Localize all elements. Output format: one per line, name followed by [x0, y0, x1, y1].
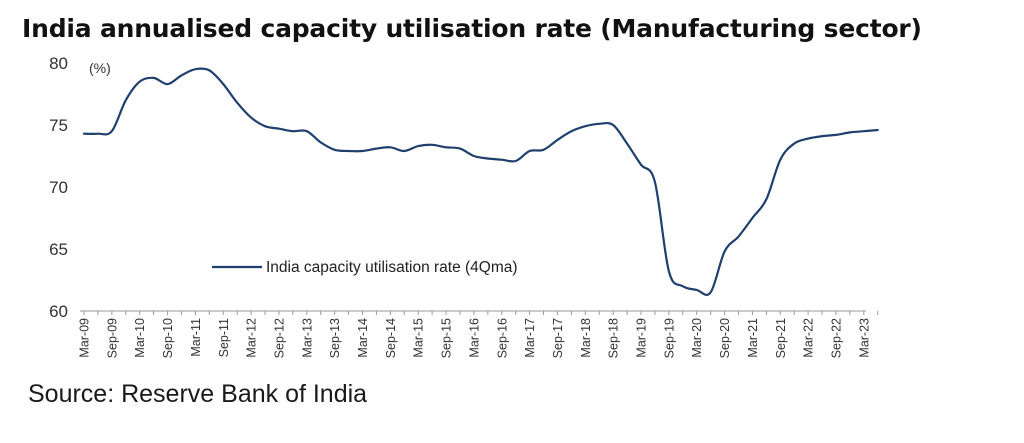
- x-tick-label: Mar-13: [300, 318, 314, 358]
- x-tick-label: Mar-23: [857, 318, 871, 358]
- source-note: Source: Reserve Bank of India: [28, 380, 368, 408]
- x-tick-label: Sep-21: [774, 318, 788, 358]
- x-tick-label: Mar-14: [356, 318, 370, 358]
- x-tick-label: Mar-16: [467, 318, 481, 358]
- y-tick-label: 60: [49, 302, 68, 321]
- y-axis: 60 65 70 75 80: [49, 54, 68, 321]
- x-tick-label: Mar-10: [133, 318, 147, 358]
- x-tick-label: Mar-12: [245, 318, 259, 358]
- x-tick-label: Sep-10: [161, 318, 175, 358]
- legend: India capacity utilisation rate (4Qma): [212, 259, 518, 276]
- x-tick-label: Sep-22: [829, 318, 843, 358]
- x-tick-label: Sep-13: [328, 318, 342, 358]
- series-line: [82, 67, 879, 296]
- x-tick-label: Mar-19: [635, 318, 649, 358]
- x-tick-label: Sep-12: [272, 318, 286, 358]
- y-tick-label: 75: [49, 116, 68, 135]
- x-tick-label: Sep-09: [105, 318, 119, 358]
- y-unit-label: (%): [89, 60, 111, 76]
- x-tick-label: Sep-16: [495, 318, 509, 358]
- x-tick-label: Sep-17: [551, 318, 565, 358]
- y-tick-label: 80: [49, 54, 68, 73]
- legend-label: India capacity utilisation rate (4Qma): [266, 259, 518, 276]
- x-tick-label: Mar-09: [78, 318, 92, 358]
- x-tick-label: Sep-19: [662, 318, 676, 358]
- x-tick-label: Sep-20: [718, 318, 732, 358]
- chart-title: India annualised capacity utilisation ra…: [22, 14, 922, 43]
- series-group: [82, 67, 879, 296]
- x-axis: Mar-09 Sep-09 Mar-10 Sep-10 Mar-11 Sep-11 Mar-…: [78, 310, 879, 358]
- x-tick-label: Mar-20: [690, 318, 704, 358]
- x-tick-label: Sep-15: [440, 318, 454, 358]
- x-tick-label: Mar-15: [412, 318, 426, 358]
- x-tick-label: Sep-18: [607, 318, 621, 358]
- x-tick-label: Mar-11: [189, 318, 203, 357]
- x-tick-label: Sep-11: [217, 318, 231, 357]
- x-tick-label: Mar-18: [579, 318, 593, 358]
- x-tick-label: Mar-22: [802, 318, 816, 358]
- y-tick-label: 70: [49, 178, 68, 197]
- x-tick-label: Mar-21: [746, 318, 760, 358]
- x-tick-label: Sep-14: [384, 318, 398, 358]
- y-tick-label: 65: [49, 240, 68, 259]
- x-tick-label: Mar-17: [523, 318, 537, 358]
